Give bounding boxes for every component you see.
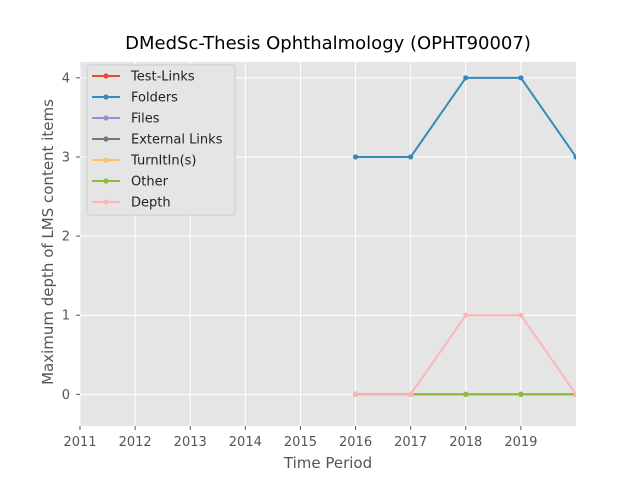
x-axis-label: Time Period — [283, 454, 372, 472]
legend-label-folders: Folders — [131, 91, 178, 106]
legend-marker-files — [103, 115, 109, 121]
x-tick-label: 2013 — [174, 435, 207, 450]
data-point-folders — [518, 75, 524, 81]
data-point-folders — [573, 154, 576, 160]
legend-marker-external-links — [103, 136, 109, 142]
x-tick-label: 2015 — [284, 435, 317, 450]
legend-marker-depth — [103, 199, 109, 205]
legend-marker-folders — [103, 94, 109, 100]
data-point-depth — [463, 312, 469, 318]
legend-label-depth: Depth — [131, 196, 171, 211]
x-tick-label: 2019 — [504, 435, 537, 450]
x-tick-label: 2017 — [394, 435, 427, 450]
y-axis-label: Maximum depth of LMS content items — [39, 99, 57, 385]
legend-label-test-links: Test-Links — [130, 70, 195, 85]
x-tick-label: 2016 — [339, 435, 372, 450]
legend-label-external-links: External Links — [131, 133, 223, 148]
y-tick-label: 2 — [62, 230, 70, 245]
y-tick-label: 3 — [62, 150, 70, 165]
legend-label-other: Other — [131, 175, 169, 190]
x-tick-label: 2018 — [449, 435, 482, 450]
y-tick-label: 4 — [62, 71, 70, 86]
x-tick-label: 2011 — [63, 435, 96, 450]
y-tick-label: 1 — [62, 309, 70, 324]
data-point-folders — [463, 75, 469, 81]
series-group — [352, 75, 576, 397]
x-axis: 2011 2012 2013 2014 2015 2016 2017 2018 2019 — [63, 426, 537, 450]
data-point-depth — [408, 391, 414, 397]
data-point-depth — [573, 391, 576, 397]
data-point-depth — [352, 391, 359, 397]
x-tick-label: 2014 — [229, 435, 262, 450]
data-point-other — [518, 391, 524, 397]
chart-title: DMedSc-Thesis Ophthalmology (OPHT90007) — [125, 33, 531, 54]
legend-marker-other — [103, 178, 109, 184]
legend-label-turnitin-s: TurnItIn(s) — [130, 154, 196, 169]
y-axis: 0 1 2 3 4 — [62, 71, 80, 403]
legend: Test-Links Folders Files External Links Turn… — [86, 64, 236, 216]
data-point-other — [463, 391, 469, 397]
legend-marker-test-links — [103, 73, 109, 79]
data-point-depth — [518, 312, 524, 318]
legend-box — [86, 64, 236, 216]
legend-marker-turnitin-s — [103, 157, 109, 163]
x-tick-label: 2012 — [119, 435, 152, 450]
data-point-folders — [408, 154, 414, 160]
data-point-folders — [352, 154, 359, 160]
legend-label-files: Files — [131, 112, 160, 127]
y-tick-label: 0 — [62, 388, 70, 403]
